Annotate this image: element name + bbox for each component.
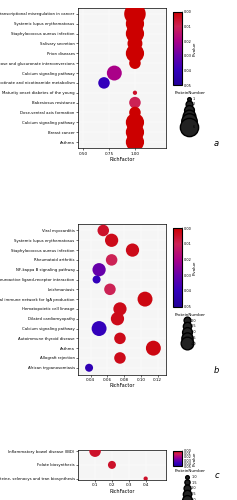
Point xyxy=(133,128,137,136)
Point xyxy=(97,324,101,332)
Point xyxy=(133,50,137,58)
Point xyxy=(112,69,116,77)
Point xyxy=(133,138,137,146)
Point xyxy=(144,474,148,482)
Text: c: c xyxy=(214,471,219,480)
Point xyxy=(87,364,91,372)
Point xyxy=(108,286,112,294)
X-axis label: RichFactor: RichFactor xyxy=(109,384,135,388)
X-axis label: RichFactor: RichFactor xyxy=(109,158,135,162)
Text: b: b xyxy=(214,366,219,374)
Point xyxy=(133,10,137,18)
Point xyxy=(133,98,137,106)
Point xyxy=(133,89,137,97)
Point xyxy=(110,461,114,469)
Point xyxy=(133,20,137,28)
Point xyxy=(95,276,99,283)
Point xyxy=(133,59,137,67)
Point xyxy=(116,314,119,322)
Point xyxy=(133,40,137,48)
Point xyxy=(118,334,122,342)
Point xyxy=(93,447,97,455)
Point xyxy=(131,246,134,254)
Point xyxy=(143,295,147,303)
Point xyxy=(97,266,101,274)
Point xyxy=(133,118,137,126)
Point xyxy=(118,354,122,362)
Point xyxy=(151,344,155,352)
Point xyxy=(133,108,137,116)
X-axis label: RichFactor: RichFactor xyxy=(109,489,135,494)
Point xyxy=(110,256,114,264)
Text: a: a xyxy=(214,140,219,148)
Point xyxy=(110,236,114,244)
Point xyxy=(102,79,106,87)
Point xyxy=(133,30,137,38)
Point xyxy=(118,305,122,313)
Point xyxy=(101,226,105,234)
